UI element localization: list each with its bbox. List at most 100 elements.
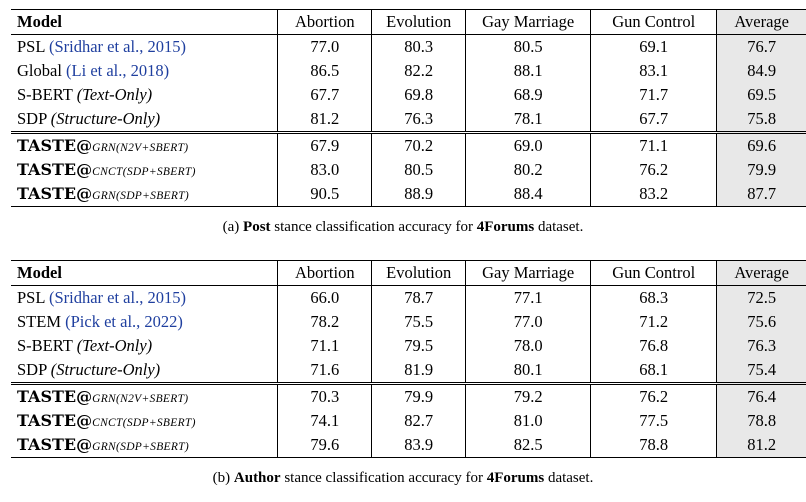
citation-link[interactable]: (Sridhar et al., 2015)	[48, 37, 186, 56]
cell-average-best: 81.2	[716, 433, 806, 458]
cell-average: 72.5	[716, 285, 806, 310]
cell-average: 84.9	[716, 59, 806, 83]
cell-value: 66.0	[277, 285, 372, 310]
model-name: Global (Li et al., 2018)	[17, 61, 170, 80]
col-average: Average	[716, 260, 806, 286]
cell-value: 82.2	[371, 59, 466, 83]
cell-average: 76.7	[716, 34, 806, 59]
cell-value: 83.1	[590, 59, 717, 83]
cell-average: 76.4	[716, 383, 806, 409]
col-model: Model	[17, 12, 62, 31]
table-row: SDP (Structure-Only) 81.2 76.3 78.1 67.7…	[11, 107, 806, 133]
cell-value: 71.1	[277, 334, 372, 358]
cell-value: 77.1	[465, 285, 591, 310]
cell-value: 76.2	[590, 158, 717, 182]
model-name: PSL (Sridhar et al., 2015)	[17, 288, 186, 307]
cell-value: 82.7	[371, 409, 466, 433]
cell-value: 78.1	[465, 107, 591, 133]
cell-value-best: 88.9	[371, 182, 466, 207]
col-average: Average	[716, 9, 806, 35]
cell-value: 81.0	[465, 409, 591, 433]
table-row: TASTE@GRN(N2V+SBERT) 67.9 70.2 69.0 71.1…	[11, 132, 806, 158]
model-name: S-BERT (Text-Only)	[17, 85, 153, 104]
cell-value: 88.1	[465, 59, 591, 83]
cell-value: 69.1	[590, 34, 717, 59]
cell-value: 67.7	[590, 107, 717, 133]
cell-value: 69.0	[465, 132, 591, 158]
cell-average: 78.8	[716, 409, 806, 433]
cell-average-best: 87.7	[716, 182, 806, 207]
cell-value: 81.9	[371, 358, 466, 384]
cell-average: 69.5	[716, 83, 806, 107]
cell-value: 68.9	[465, 83, 591, 107]
cell-average: 75.6	[716, 310, 806, 334]
cell-value: 77.0	[277, 34, 372, 59]
model-name: TASTE@CNCT(SDP+SBERT)	[17, 160, 196, 179]
cell-value: 80.1	[465, 358, 591, 384]
table-row: PSL (Sridhar et al., 2015) 77.0 80.3 80.…	[11, 34, 806, 59]
caption-b: (b) Author stance classification accurac…	[212, 470, 594, 486]
table-row: SDP (Structure-Only) 71.6 81.9 80.1 68.1…	[11, 358, 806, 384]
model-name: STEM (Pick et al., 2022)	[17, 312, 183, 331]
citation-link[interactable]: (Sridhar et al., 2015)	[48, 288, 186, 307]
cell-value: 76.8	[590, 334, 717, 358]
table-row: TASTE@GRN(SDP+SBERT) 79.6 83.9 82.5 78.8…	[11, 433, 806, 458]
table-header-row: Model Abortion Evolution Gay Marriage Gu…	[11, 260, 806, 286]
table-row: TASTE@GRN(SDP+SBERT) 90.5 88.9 88.4 83.2…	[11, 182, 806, 207]
table-post-accuracy: Model Abortion Evolution Gay Marriage Gu…	[11, 9, 806, 207]
col-gun-control: Gun Control	[590, 260, 717, 286]
cell-value: 75.5	[371, 310, 466, 334]
cell-value: 77.0	[465, 310, 591, 334]
cell-value: 68.1	[590, 358, 717, 384]
col-evolution: Evolution	[371, 260, 466, 286]
col-evolution: Evolution	[371, 9, 466, 35]
model-name: S-BERT (Text-Only)	[17, 336, 153, 355]
cell-value: 68.3	[590, 285, 717, 310]
cell-value: 78.7	[371, 285, 466, 310]
model-name: SDP (Structure-Only)	[17, 109, 161, 128]
model-name: TASTE@GRN(SDP+SBERT)	[17, 184, 190, 203]
cell-value: 77.5	[590, 409, 717, 433]
table-row: S-BERT (Text-Only) 67.7 69.8 68.9 71.7 6…	[11, 83, 806, 107]
cell-value: 67.9	[277, 132, 372, 158]
cell-average: 75.8	[716, 107, 806, 133]
col-gun-control: Gun Control	[590, 9, 717, 35]
cell-value-best: 79.6	[277, 433, 372, 458]
cell-value: 71.2	[590, 310, 717, 334]
cell-value: 78.2	[277, 310, 372, 334]
col-model: Model	[17, 263, 62, 282]
cell-value: 79.2	[465, 383, 591, 409]
col-abortion: Abortion	[277, 260, 372, 286]
col-abortion: Abortion	[277, 9, 372, 35]
cell-value: 76.2	[590, 383, 717, 409]
cell-value-best: 83.2	[590, 182, 717, 207]
cell-average: 79.9	[716, 158, 806, 182]
model-name: PSL (Sridhar et al., 2015)	[17, 37, 186, 56]
cell-average: 75.4	[716, 358, 806, 384]
cell-value: 70.3	[277, 383, 372, 409]
cell-value: 79.5	[371, 334, 466, 358]
table-row: PSL (Sridhar et al., 2015) 66.0 78.7 77.…	[11, 285, 806, 310]
citation-link[interactable]: (Li et al., 2018)	[66, 61, 170, 80]
table-row: S-BERT (Text-Only) 71.1 79.5 78.0 76.8 7…	[11, 334, 806, 358]
table-row: TASTE@CNCT(SDP+SBERT) 74.1 82.7 81.0 77.…	[11, 409, 806, 433]
citation-link[interactable]: (Pick et al., 2022)	[65, 312, 183, 331]
cell-value: 80.3	[371, 34, 466, 59]
cell-value: 67.7	[277, 83, 372, 107]
cell-value: 80.2	[465, 158, 591, 182]
cell-value: 69.8	[371, 83, 466, 107]
table-row: Global (Li et al., 2018) 86.5 82.2 88.1 …	[11, 59, 806, 83]
cell-value: 70.2	[371, 132, 466, 158]
table-row: TASTE@GRN(N2V+SBERT) 70.3 79.9 79.2 76.2…	[11, 383, 806, 409]
col-gay-marriage: Gay Marriage	[465, 260, 591, 286]
cell-value: 80.5	[465, 34, 591, 59]
cell-value: 79.9	[371, 383, 466, 409]
cell-average: 69.6	[716, 132, 806, 158]
cell-value: 78.0	[465, 334, 591, 358]
cell-value: 86.5	[277, 59, 372, 83]
table-author-accuracy: Model Abortion Evolution Gay Marriage Gu…	[11, 260, 806, 458]
cell-value: 71.7	[590, 83, 717, 107]
table-row: TASTE@CNCT(SDP+SBERT) 83.0 80.5 80.2 76.…	[11, 158, 806, 182]
cell-value: 71.6	[277, 358, 372, 384]
col-gay-marriage: Gay Marriage	[465, 9, 591, 35]
